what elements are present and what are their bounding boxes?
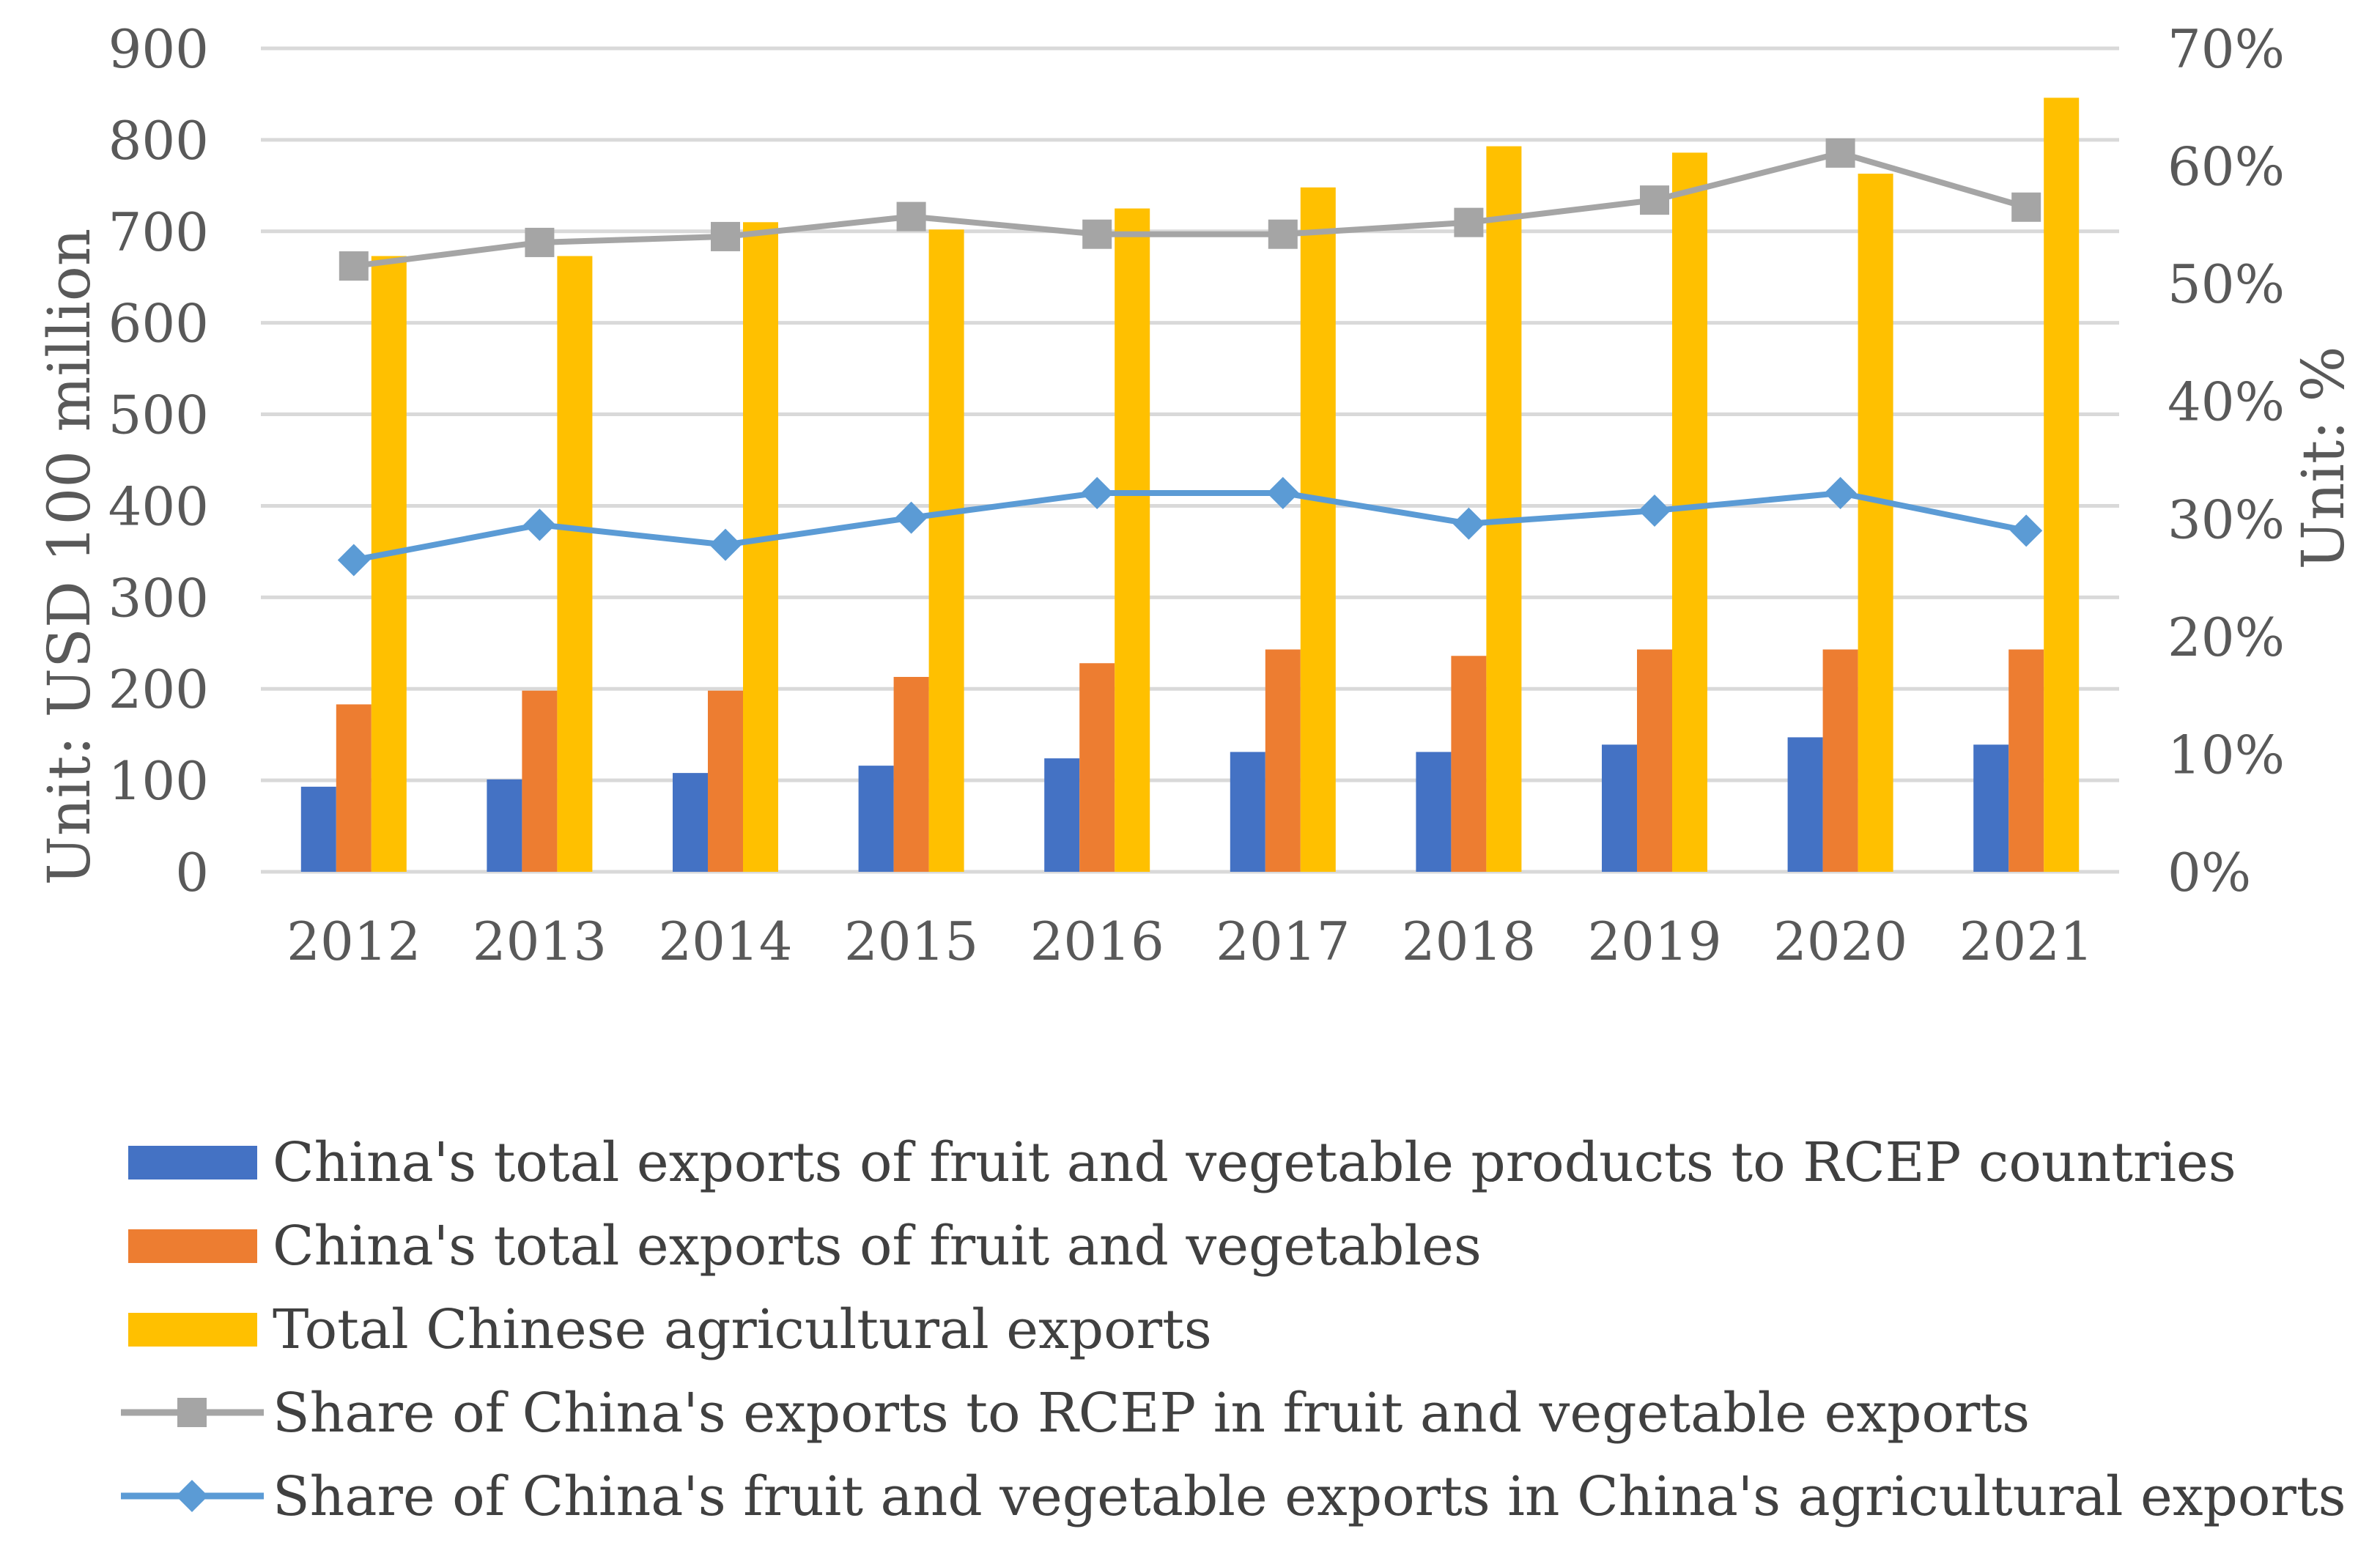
bar: [708, 690, 743, 872]
bar: [371, 256, 407, 872]
right-tick-label: 40%: [2168, 371, 2285, 433]
x-tick-label: 2020: [1773, 911, 1907, 972]
axes: 0 100 200 300 400 500 600 700 800 900 0% 10% 20% 30% 4…: [108, 18, 2285, 972]
bar: [1416, 752, 1452, 872]
series-line: [353, 149, 2028, 270]
right-tick-label: 60%: [2168, 136, 2285, 198]
bar: [1822, 649, 1858, 872]
line-marker: [1268, 219, 1298, 249]
right-axis-title: Unit: %: [2289, 346, 2357, 569]
bar: [928, 229, 964, 872]
left-axis-title: Unit: USD 100 million: [35, 229, 103, 886]
bar: [1265, 649, 1301, 872]
line-marker: [525, 227, 555, 257]
bar: [1044, 758, 1080, 872]
legend: China's total exports of fruit and veget…: [121, 1131, 2346, 1528]
bar: [743, 222, 778, 872]
legend-marker: [177, 1398, 207, 1427]
line-marker: [523, 508, 556, 541]
bar: [1672, 152, 1707, 872]
x-tick-label: 2018: [1402, 911, 1536, 972]
x-tick-label: 2016: [1030, 911, 1164, 972]
bar: [1787, 737, 1823, 872]
x-tick-label: 2019: [1587, 911, 1721, 972]
line-marker: [1082, 219, 1112, 249]
line-marker: [1081, 476, 1114, 509]
line-marker: [709, 528, 742, 561]
legend-label: Share of China's fruit and vegetable exp…: [273, 1465, 2346, 1528]
left-tick-label: 100: [108, 750, 209, 812]
bar: [673, 773, 708, 872]
bar: [858, 766, 894, 872]
right-tick-label: 50%: [2168, 253, 2285, 315]
left-tick-label: 900: [108, 18, 209, 80]
line-marker: [339, 251, 369, 281]
line-marker: [711, 221, 740, 251]
bar: [1079, 663, 1115, 872]
bar: [1858, 174, 1893, 872]
bar: [1300, 187, 1336, 872]
line-marker: [2011, 192, 2041, 222]
bar: [1451, 656, 1487, 872]
right-tick-label: 10%: [2168, 724, 2285, 785]
x-tick-label: 2021: [1959, 911, 2093, 972]
legend-swatch: [128, 1313, 257, 1347]
bar: [557, 256, 593, 872]
line-marker: [1825, 138, 1855, 168]
line-marker: [1454, 207, 1484, 237]
bar: [2044, 97, 2080, 873]
line-marker: [2010, 514, 2043, 547]
left-tick-label: 300: [108, 567, 209, 629]
x-tick-label: 2014: [658, 911, 792, 972]
x-tick-label: 2017: [1216, 911, 1350, 972]
line-marker: [896, 201, 926, 232]
bar: [1973, 744, 2009, 872]
bar: [2008, 649, 2044, 872]
bar: [1637, 649, 1672, 872]
bar: [893, 676, 929, 872]
x-tick-label: 2013: [473, 911, 607, 972]
left-tick-label: 400: [108, 475, 209, 537]
legend-marker: [176, 1480, 208, 1512]
legend-label: Total Chinese agricultural exports: [273, 1298, 1212, 1361]
bar: [1602, 744, 1637, 872]
left-tick-label: 500: [108, 385, 209, 446]
right-tick-label: 30%: [2168, 489, 2285, 550]
left-tick-label: 800: [108, 110, 209, 171]
line-marker: [1824, 476, 1857, 509]
x-tick-label: 2015: [844, 911, 978, 972]
line-marker: [1638, 495, 1671, 527]
right-tick-label: 0%: [2168, 842, 2251, 903]
line-marker: [895, 501, 928, 534]
line-marker: [1266, 476, 1299, 509]
line-series: [337, 138, 2043, 577]
series-line: [353, 489, 2027, 563]
x-tick-label: 2012: [287, 911, 421, 972]
legend-label: Share of China's exports to RCEP in frui…: [273, 1382, 2030, 1445]
left-tick-label: 700: [108, 201, 209, 263]
left-tick-label: 200: [108, 659, 209, 720]
bar: [1115, 208, 1150, 872]
legend-label: China's total exports of fruit and veget…: [273, 1215, 1482, 1278]
line-marker: [1452, 507, 1485, 540]
bar-series: [300, 97, 2080, 873]
bar: [522, 690, 558, 872]
bar: [336, 704, 372, 872]
legend-swatch: [128, 1229, 257, 1263]
legend-swatch: [128, 1146, 257, 1179]
bar: [1486, 146, 1522, 872]
line-marker: [1640, 185, 1669, 215]
legend-label: China's total exports of fruit and veget…: [273, 1131, 2236, 1194]
bar: [1230, 752, 1265, 872]
bar: [300, 786, 336, 872]
right-tick-label: 70%: [2168, 18, 2285, 80]
right-tick-label: 20%: [2168, 607, 2285, 668]
line-marker: [337, 544, 370, 577]
bar: [487, 779, 522, 872]
left-tick-label: 0: [175, 842, 209, 903]
left-tick-label: 600: [108, 293, 209, 355]
